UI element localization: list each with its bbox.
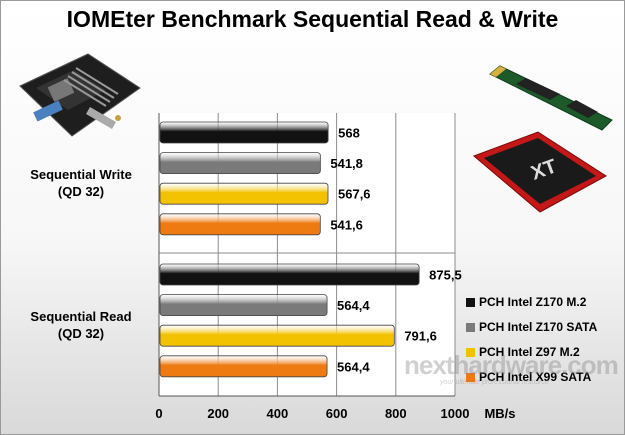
bar (159, 121, 329, 144)
legend-item-x99-sata: PCH Intel X99 SATA (466, 370, 591, 384)
legend-label: PCH Intel Z170 M.2 (479, 295, 587, 309)
bar (159, 152, 321, 175)
bar-value-label: 541,6 (330, 217, 363, 232)
bar (159, 294, 328, 317)
category-label-read-line2: (QD 32) (57, 326, 105, 341)
x-tick-label: 400 (267, 406, 289, 421)
sata-ssd-image: XT (473, 131, 607, 213)
legend-swatch (466, 323, 475, 332)
category-label-read-line1: Sequential Read (30, 309, 132, 324)
bar (159, 213, 321, 236)
legend-swatch (466, 298, 475, 307)
bar-value-label: 564,4 (337, 359, 370, 374)
bar-value-label: 875,5 (429, 268, 462, 283)
x-axis-unit-label: MB/s (484, 406, 515, 421)
legend-item-z97-m2: PCH Intel Z97 M.2 (466, 345, 580, 359)
bar-value-label: 568 (338, 126, 360, 141)
bar-value-label: 541,8 (330, 156, 363, 171)
bar (159, 324, 395, 347)
legend-swatch (466, 348, 475, 357)
motherboard-image (19, 53, 141, 137)
x-tick-label: 200 (207, 406, 229, 421)
category-label-write: Sequential Write (QD 32) (6, 166, 156, 200)
m2-ssd-image (489, 65, 613, 131)
watermark-logo: nexthardware.com your ultimate professio… (404, 350, 624, 420)
legend-label: PCH Intel Z170 SATA (479, 320, 598, 334)
bar (159, 355, 328, 378)
chart-title: IOMEter Benchmark Sequential Read & Writ… (66, 6, 559, 32)
bar (159, 182, 329, 205)
watermark-tagline: your ultimate professional resource (440, 379, 549, 386)
watermark-text: nexthardware.com (404, 350, 619, 380)
legend-label: PCH Intel Z97 M.2 (479, 345, 580, 359)
x-tick-label: 800 (385, 406, 407, 421)
legend-swatch (466, 373, 475, 382)
category-label-read: Sequential Read (QD 32) (6, 308, 156, 342)
category-label-write-line1: Sequential Write (30, 167, 132, 182)
bar-value-label: 564,4 (337, 298, 370, 313)
legend-label: PCH Intel X99 SATA (479, 370, 592, 384)
bar-value-label: 791,6 (404, 329, 437, 344)
x-tick-label: 1000 (441, 406, 470, 421)
legend-item-z170-sata: PCH Intel Z170 SATA (466, 320, 597, 334)
x-tick-label: 600 (326, 406, 348, 421)
bar (159, 263, 420, 286)
bar-value-label: 567,6 (338, 187, 371, 202)
x-tick-label: 0 (155, 406, 162, 421)
category-label-write-line2: (QD 32) (57, 184, 105, 199)
legend-item-z170-m2: PCH Intel Z170 M.2 (466, 295, 586, 309)
